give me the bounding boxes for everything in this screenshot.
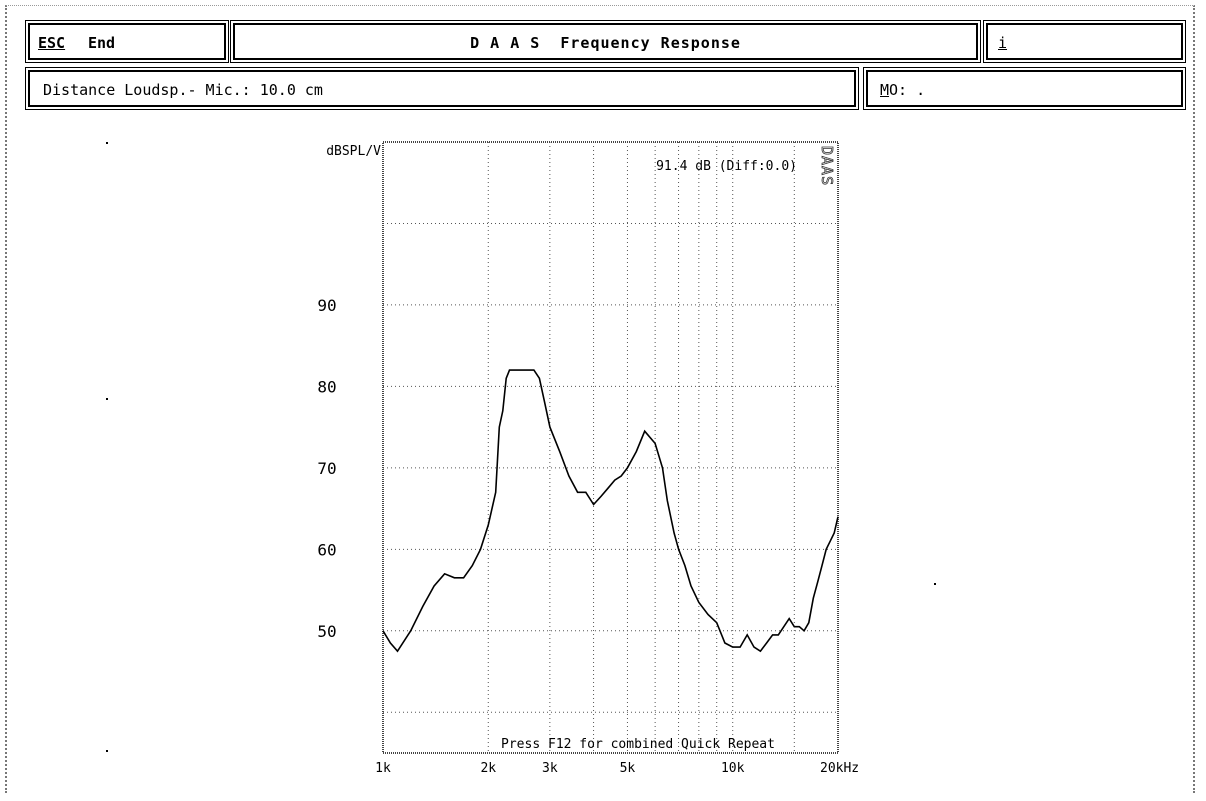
- info-button[interactable]: i: [983, 20, 1186, 63]
- esc-end-button[interactable]: ESC End: [25, 20, 229, 63]
- artifact-dot: [106, 398, 108, 400]
- y-tick-label: 80: [317, 377, 336, 396]
- artifact-dot: [934, 583, 936, 585]
- distance-panel: Distance Loudsp.- Mic.: 10.0 cm: [25, 67, 859, 110]
- artifact-dot: [106, 750, 108, 752]
- mo-key: M: [880, 81, 890, 99]
- side-label: DAAS: [818, 146, 836, 186]
- response-curve: [382, 369, 839, 653]
- x-tick-label: 2k: [480, 761, 496, 776]
- artifact-dot: [106, 142, 108, 144]
- y-tick-label: 90: [317, 296, 336, 315]
- x-tick-label: 5k: [620, 761, 636, 776]
- info-key-label: i: [998, 34, 1008, 52]
- x-tick-labels: 1k 2k 3k 5k 10k 20kHz: [375, 761, 859, 776]
- y-tick-label: 60: [317, 540, 336, 559]
- mo-label: MO: .: [880, 81, 925, 99]
- y-tick-label: 70: [317, 459, 336, 478]
- footer-message: Press F12 for combined Quick Repeat: [501, 737, 775, 752]
- distance-label: Distance Loudsp.- Mic.: 10.0 cm: [43, 81, 323, 99]
- y-unit-label: dBSPL/V: [326, 144, 381, 159]
- y-tick-labels: 90 80 70 60 50: [317, 296, 336, 641]
- x-tick-label: 3k: [542, 761, 558, 776]
- screen-border: [5, 5, 1195, 793]
- x-tick-label: 20kHz: [820, 761, 859, 776]
- title-bar: D A A S Frequency Response: [230, 20, 981, 63]
- chart-grid: [383, 142, 838, 753]
- x-tick-label: 10k: [721, 761, 745, 776]
- mo-field[interactable]: MO: .: [863, 67, 1186, 110]
- y-tick-label: 50: [317, 622, 336, 641]
- esc-key-label: ESC: [38, 34, 66, 52]
- mo-value: O: .: [889, 81, 926, 99]
- plot-frame: [382, 141, 839, 754]
- level-readout: 91.4 dB (Diff:0.0): [656, 159, 797, 174]
- page-title: D A A S Frequency Response: [470, 34, 741, 52]
- x-tick-label: 1k: [375, 761, 391, 776]
- end-label: End: [88, 34, 116, 52]
